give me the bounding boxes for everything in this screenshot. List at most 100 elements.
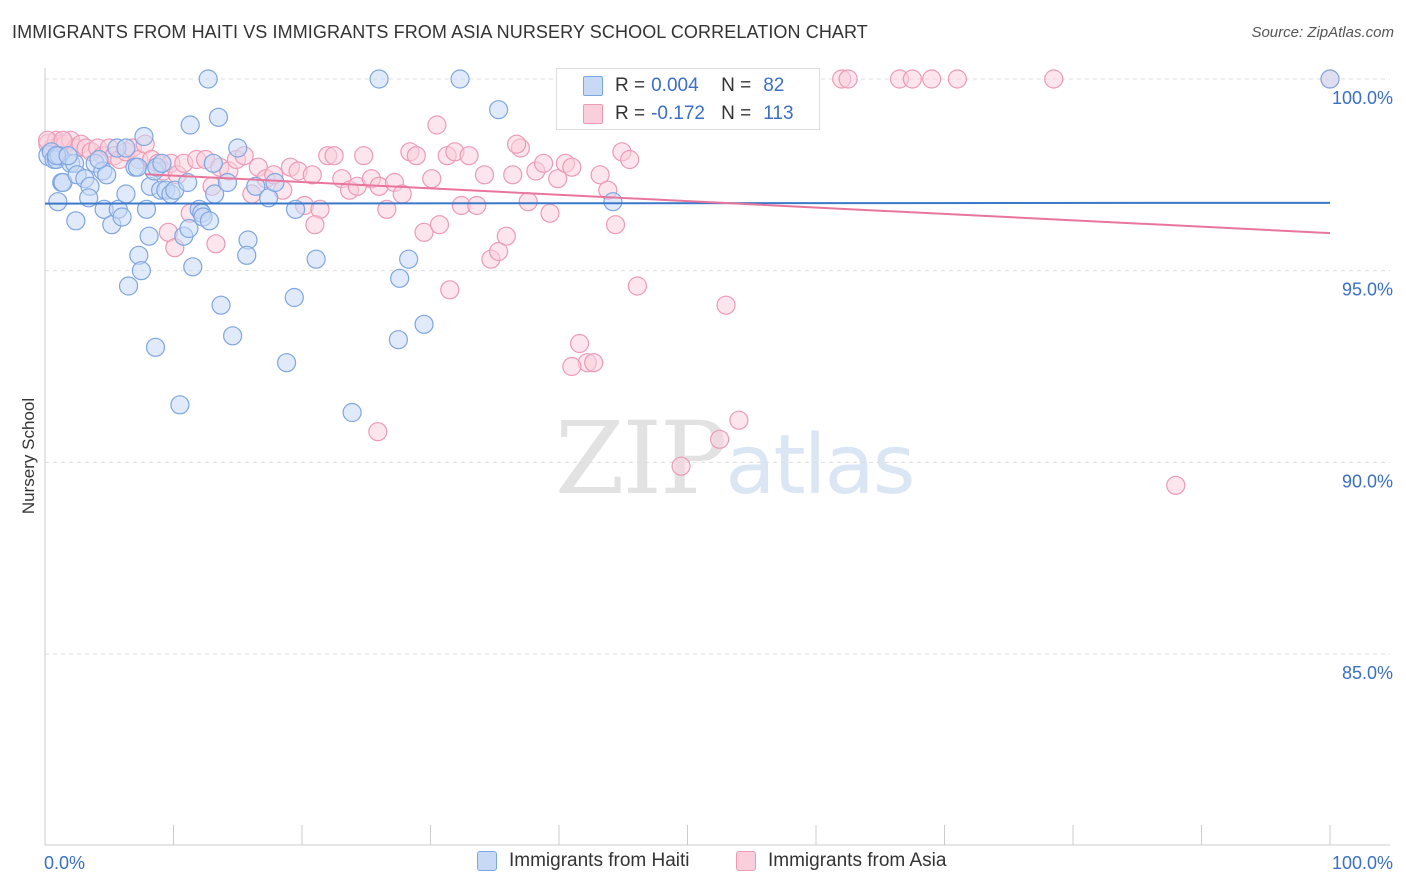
haiti-point-27 — [136, 199, 157, 219]
haiti-point-73 — [118, 276, 139, 296]
y-tick-label-90: 90.0% — [1342, 471, 1393, 491]
asia-point-74 — [548, 169, 568, 189]
asia-point-55 — [406, 146, 426, 166]
haiti-point-64 — [369, 69, 389, 89]
watermark-zip: ZIP — [555, 400, 727, 517]
asia-point-68 — [503, 165, 523, 185]
haiti-point-11 — [66, 211, 86, 231]
asia-point-57 — [422, 169, 442, 189]
asia-point-90 — [710, 429, 730, 449]
haiti-point-58 — [265, 172, 285, 193]
haiti-point-17 — [97, 165, 117, 185]
legend-n-value-asia: 113 — [763, 103, 794, 124]
haiti-point-29 — [139, 226, 159, 246]
haiti-point-67 — [399, 249, 419, 269]
haiti-point-81 — [1320, 69, 1340, 89]
asia-point-100 — [1044, 69, 1064, 89]
haiti-point-59 — [276, 353, 297, 373]
legend-r-value-haiti: 0.004 — [651, 75, 699, 96]
asia-point-62 — [459, 146, 479, 166]
haiti-point-39 — [179, 218, 199, 239]
asia-point-107 — [506, 134, 527, 154]
source-label: Source: ZipAtlas.com — [1251, 24, 1394, 41]
asia-point-98 — [922, 69, 942, 89]
asia-point-63 — [467, 195, 487, 216]
series-label-haiti: Immigrants from Haiti — [509, 850, 690, 871]
haiti-point-41 — [183, 257, 203, 277]
haiti-point-74 — [145, 337, 166, 357]
asia-point-109 — [305, 215, 325, 235]
haiti-point-79 — [116, 184, 136, 204]
x-tick-label-right: 100.0% — [1332, 853, 1393, 873]
haiti-point-70 — [489, 100, 509, 120]
asia-point-84 — [620, 149, 640, 170]
haiti-point-61 — [285, 199, 306, 219]
asia-point-67 — [496, 226, 516, 246]
chart-title: IMMIGRANTS FROM HAITI VS IMMIGRANTS FROM… — [12, 22, 868, 42]
asia-point-64 — [474, 165, 495, 185]
asia-point-44 — [324, 146, 344, 166]
haiti-point-21 — [112, 207, 132, 227]
haiti-point-78 — [89, 149, 109, 170]
asia-point-66 — [489, 241, 509, 262]
haiti-point-69 — [450, 69, 470, 89]
asia-point-97 — [902, 69, 922, 89]
haiti-point-66 — [390, 268, 410, 288]
asia-point-82 — [605, 215, 626, 235]
haiti-point-26 — [134, 126, 154, 147]
legend-row-haiti: R = 0.004 N = 82 — [583, 74, 784, 98]
haiti-point-60 — [284, 287, 304, 308]
asia-point-105 — [440, 280, 460, 300]
asia-point-106 — [427, 115, 447, 135]
legend-n-label: N = — [721, 75, 752, 96]
asia-point-48 — [354, 146, 374, 166]
watermark-atlas: atlas — [725, 418, 915, 513]
legend-row-asia: R = -0.172 N = 113 — [583, 102, 794, 126]
asia-point-95 — [838, 69, 858, 89]
haiti-point-75 — [170, 395, 190, 415]
haiti-point-23 — [116, 138, 136, 158]
series-legend-asia[interactable]: Immigrants from Asia — [736, 850, 946, 872]
asia-point-79 — [584, 353, 604, 373]
asia-point-108 — [206, 234, 226, 254]
legend-swatch-haiti — [583, 76, 603, 96]
asia-point-70 — [518, 192, 538, 212]
asia-point-103 — [716, 295, 736, 315]
series-legend-haiti[interactable]: Immigrants from Haiti — [477, 850, 690, 872]
asia-point-101 — [1166, 475, 1186, 495]
y-axis-label: Nursery School — [19, 398, 38, 514]
haiti-point-38 — [178, 172, 198, 193]
correlation-legend: R = 0.004 N = 82 R = -0.172 N = 113 — [556, 68, 820, 130]
haiti-point-52 — [223, 326, 243, 346]
haiti-point-47 — [203, 153, 223, 173]
asia-point-56 — [414, 222, 434, 242]
haiti-point-45 — [199, 211, 220, 231]
asia-point-91 — [729, 410, 749, 430]
asia-point-80 — [590, 165, 610, 185]
haiti-point-65 — [388, 330, 408, 350]
haiti-point-56 — [246, 176, 266, 196]
legend-r-label: R = — [615, 75, 646, 96]
haiti-point-6 — [48, 192, 68, 212]
legend-r-label: R = — [615, 103, 646, 124]
trend-line-haiti — [44, 201, 1331, 205]
asia-point-104 — [562, 356, 582, 377]
y-tick-label-95: 95.0% — [1342, 280, 1393, 300]
asia-point-88 — [671, 456, 691, 476]
haiti-point-50 — [211, 295, 231, 315]
trend-line-asia — [144, 173, 1331, 235]
haiti-point-55 — [237, 245, 257, 265]
legend-swatch-asia — [583, 104, 603, 124]
haiti-point-46 — [198, 69, 218, 89]
x-tick-label-left: 0.0% — [44, 853, 85, 873]
haiti-point-15 — [79, 188, 99, 208]
axes — [44, 68, 1390, 846]
watermark: ZIPatlas — [555, 400, 915, 517]
haiti-point-53 — [228, 138, 248, 158]
haiti-point-77 — [58, 146, 78, 166]
haiti-point-72 — [131, 261, 151, 281]
legend-n-value-haiti: 82 — [763, 75, 785, 96]
grid-lines — [45, 78, 1390, 655]
haiti-point-62 — [306, 249, 326, 269]
